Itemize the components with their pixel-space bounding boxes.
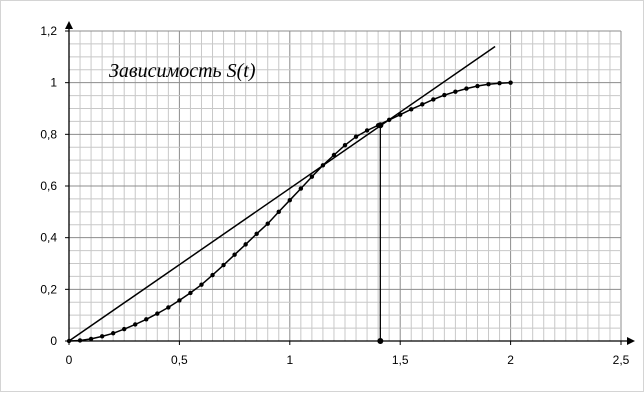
data-point <box>508 80 513 85</box>
data-point <box>309 174 315 179</box>
data-point <box>265 221 270 226</box>
data-point <box>133 322 138 327</box>
axes <box>65 21 635 345</box>
axis-point <box>377 338 384 344</box>
data-point <box>276 209 281 215</box>
data-point <box>166 305 171 310</box>
data-point <box>475 83 480 89</box>
data-point <box>188 290 193 296</box>
chart-title: Зависимость S(t) <box>109 60 256 82</box>
data-point <box>287 198 292 203</box>
data-point <box>155 311 160 316</box>
data-point <box>199 282 204 287</box>
data-point <box>331 152 337 158</box>
x-tick-label: 0,5 <box>171 353 188 367</box>
data-point <box>177 298 182 303</box>
tangent-point <box>377 122 384 129</box>
data-point <box>144 317 149 322</box>
data-point <box>122 326 127 332</box>
series-straight-line <box>68 45 496 342</box>
x-tick-label: 1,5 <box>392 353 409 367</box>
data-point <box>353 134 359 139</box>
y-tick-label: 0 <box>50 334 57 348</box>
x-tick-label: 1 <box>286 353 293 367</box>
data-point <box>364 128 370 133</box>
data-series <box>66 45 513 344</box>
y-tick-label: 1 <box>50 76 57 90</box>
y-tick-label: 0,4 <box>40 231 57 245</box>
data-point <box>232 252 237 257</box>
x-tick-label: 0 <box>66 353 73 367</box>
data-point <box>254 231 259 236</box>
tick-labels: 0 0,5 1 1,5 2 2,5 0 0,2 0,4 0,6 0,8 1 1,2 <box>40 24 629 367</box>
data-point <box>342 142 348 148</box>
data-point <box>497 80 502 86</box>
data-point <box>409 107 414 112</box>
grid-lines <box>69 30 622 341</box>
y-tick-label: 0,2 <box>40 282 57 296</box>
data-point <box>486 82 491 87</box>
y-tick-label: 1,2 <box>40 24 57 38</box>
data-point <box>298 186 304 191</box>
data-point <box>110 331 116 336</box>
data-point <box>243 242 248 247</box>
data-point <box>88 336 94 342</box>
data-point <box>420 102 425 107</box>
y-tick-label: 0,6 <box>40 179 57 193</box>
data-point <box>77 338 83 343</box>
data-point <box>464 86 469 91</box>
x-tick-label: 2,5 <box>613 353 630 367</box>
data-point <box>221 262 226 268</box>
data-point <box>431 97 436 102</box>
data-point <box>453 89 458 94</box>
data-point <box>442 92 447 98</box>
y-tick-label: 0,8 <box>40 127 57 141</box>
data-point <box>99 334 105 339</box>
x-tick-label: 2 <box>507 353 514 367</box>
annotations <box>377 122 384 344</box>
data-point <box>210 272 215 278</box>
